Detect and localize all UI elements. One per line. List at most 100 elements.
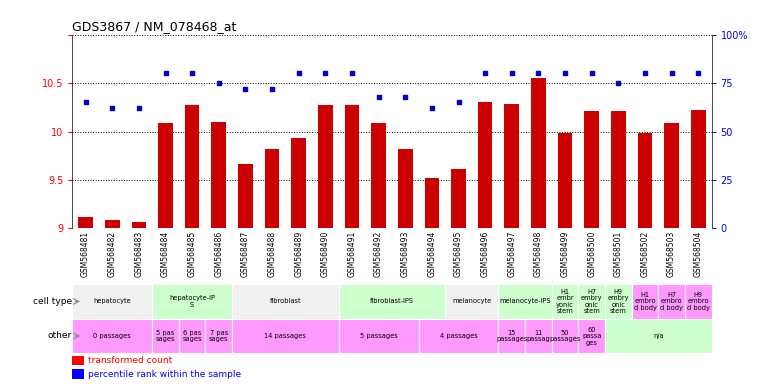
Point [479,70,492,76]
Point [693,70,705,76]
Text: GSM568484: GSM568484 [161,231,170,277]
Bar [498,319,525,353]
Text: 15
passages: 15 passages [496,330,527,342]
Bar [658,284,685,319]
Text: GSM568496: GSM568496 [481,231,489,277]
Text: GSM568483: GSM568483 [135,231,143,277]
Point [639,70,651,76]
Bar [339,284,445,319]
Point [186,70,199,76]
Text: 5 passages: 5 passages [360,333,397,339]
Text: GSM568486: GSM568486 [215,231,223,277]
Point [506,70,518,76]
Text: GSM568498: GSM568498 [534,231,543,277]
Bar [584,111,599,228]
Bar [445,284,498,319]
Text: other: other [47,331,72,341]
Bar [72,369,84,379]
Bar [212,122,226,228]
Text: GSM568490: GSM568490 [321,231,330,277]
Point [586,70,598,76]
Bar [291,138,306,228]
Text: GSM568501: GSM568501 [614,231,622,277]
Bar [158,123,173,228]
Text: 6 pas
sages: 6 pas sages [183,330,202,342]
Point [346,70,358,76]
Bar [525,319,552,353]
Text: H7
embry
onic
stem: H7 embry onic stem [581,289,603,314]
Bar [605,319,712,353]
Text: melanocyte-IPS: melanocyte-IPS [499,298,551,305]
Text: melanocyte: melanocyte [452,298,492,305]
Text: 5 pas
sages: 5 pas sages [156,330,175,342]
Text: H9
embry
onic
stem: H9 embry onic stem [607,289,629,314]
Point [453,99,465,106]
Point [160,70,172,76]
Point [373,94,385,100]
Bar [638,134,652,228]
Text: H1
embro
d body: H1 embro d body [633,292,657,311]
Bar [578,319,605,353]
Point [213,80,225,86]
Bar [205,319,232,353]
Text: GSM568497: GSM568497 [508,231,516,277]
Bar [339,319,419,353]
Bar [318,105,333,228]
Text: 7 pas
sages: 7 pas sages [209,330,228,342]
Point [107,105,119,111]
Bar [552,319,578,353]
Bar [664,123,679,228]
Point [320,70,332,76]
Text: GDS3867 / NM_078468_at: GDS3867 / NM_078468_at [72,20,237,33]
Text: GSM568500: GSM568500 [587,231,596,277]
Bar [238,164,253,228]
Text: percentile rank within the sample: percentile rank within the sample [88,370,241,379]
Bar [498,284,552,319]
Text: 60
passa
ges: 60 passa ges [582,326,601,346]
Bar [451,169,466,228]
Text: GSM568499: GSM568499 [561,231,569,277]
Bar [552,284,578,319]
Point [293,70,305,76]
Bar [72,356,84,366]
Text: hepatocyte: hepatocyte [94,298,131,305]
Bar [72,319,152,353]
Text: GSM568502: GSM568502 [641,231,649,277]
Point [612,80,624,86]
Text: 50
passages: 50 passages [549,330,581,342]
Text: n/a: n/a [653,333,664,339]
Bar [371,123,386,228]
Bar [685,284,712,319]
Bar [105,220,119,228]
Bar [505,104,519,228]
Text: cell type: cell type [33,297,72,306]
Point [559,70,571,76]
Text: GSM568494: GSM568494 [428,231,436,277]
Bar [605,284,632,319]
Text: GSM568485: GSM568485 [188,231,196,277]
Bar [558,134,572,228]
Point [533,70,545,76]
Text: H1
embr
yonic
stem: H1 embr yonic stem [556,289,574,314]
Text: 0 passages: 0 passages [94,333,131,339]
Text: 14 passages: 14 passages [264,333,307,339]
Bar [185,105,199,228]
Bar [398,149,412,228]
Bar [478,103,492,228]
Text: GSM568504: GSM568504 [694,231,702,277]
Text: GSM568487: GSM568487 [241,231,250,277]
Bar [419,319,498,353]
Bar [691,110,705,228]
Text: GSM568489: GSM568489 [295,231,303,277]
Point [80,99,92,106]
Bar [345,105,359,228]
Text: GSM568491: GSM568491 [348,231,356,277]
Bar [611,111,626,228]
Point [133,105,145,111]
Point [266,86,279,92]
Text: GSM568503: GSM568503 [667,231,676,277]
Bar [632,284,658,319]
Text: GSM568495: GSM568495 [454,231,463,277]
Text: fibroblast-IPS: fibroblast-IPS [370,298,414,305]
Text: fibroblast: fibroblast [269,298,301,305]
